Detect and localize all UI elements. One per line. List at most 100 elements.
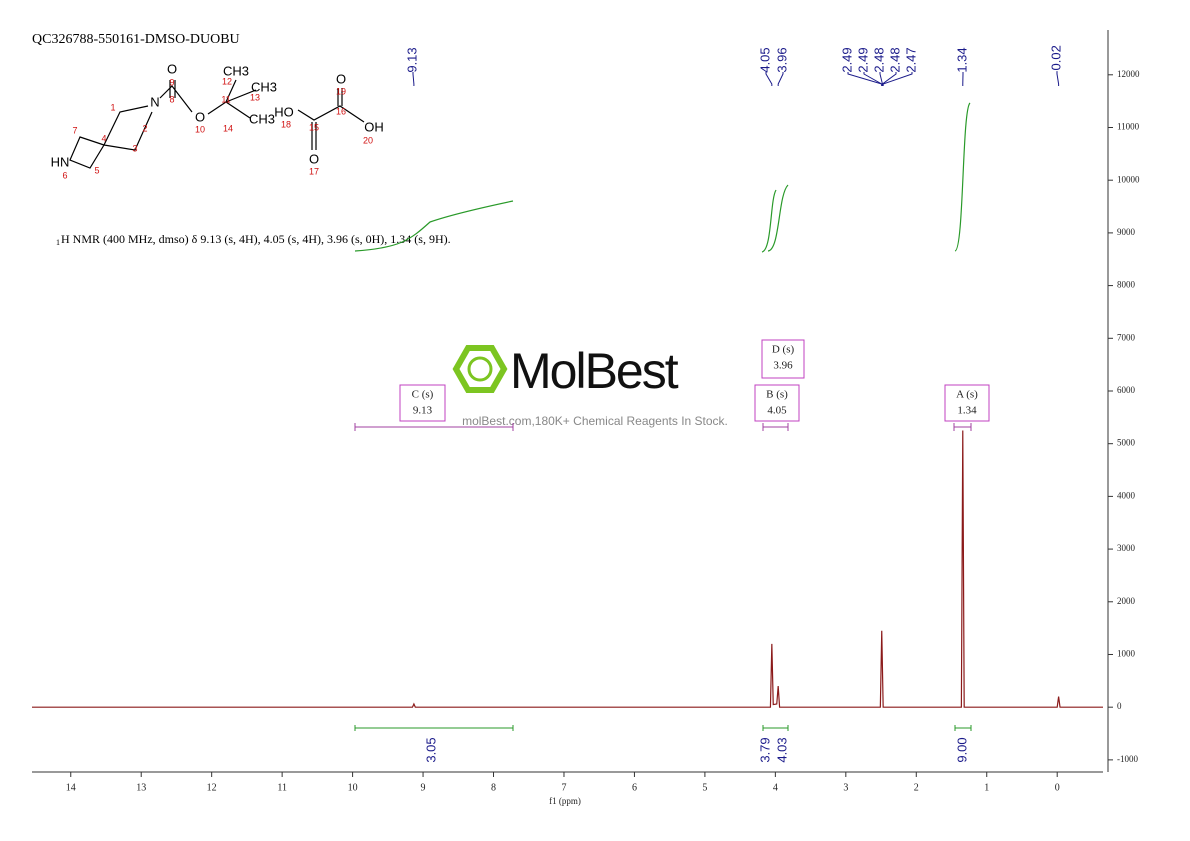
multiplet-box xyxy=(754,384,800,422)
y-tick-label: 12000 xyxy=(1117,69,1140,79)
peak-label: 2.49 xyxy=(839,47,854,72)
atom-label: CH3 xyxy=(249,111,275,126)
multiplet-name: C (s) xyxy=(412,389,434,401)
multiplet-name: A (s) xyxy=(956,389,978,401)
peak-connector xyxy=(863,72,883,86)
locant: 10 xyxy=(195,124,205,134)
peak-label: 3.96 xyxy=(774,47,789,72)
y-tick-label: 2000 xyxy=(1117,596,1136,606)
integral-curve xyxy=(761,184,789,253)
x-tick-label: 13 xyxy=(136,782,146,793)
structure-bonds xyxy=(69,79,365,169)
multiplet-box xyxy=(399,384,446,422)
peak-label: -0.02 xyxy=(1048,45,1063,75)
peak-label: 4.05 xyxy=(757,47,772,72)
x-tick-label: 11 xyxy=(277,782,287,793)
x-tick-label: 1 xyxy=(984,782,989,793)
multiplet-shift: 3.96 xyxy=(773,360,793,372)
annotation-sup: 1 xyxy=(56,238,60,247)
atom-label: HO xyxy=(274,104,294,119)
watermark-brand: MolBest xyxy=(510,343,679,399)
atom-label: N xyxy=(150,94,159,109)
locant: 7 xyxy=(72,125,77,135)
multiplet-name: B (s) xyxy=(766,389,788,401)
y-tick-label: 10000 xyxy=(1117,174,1140,184)
locant: 17 xyxy=(309,166,319,176)
x-tick-label: 0 xyxy=(1055,782,1060,793)
locant: 20 xyxy=(363,135,373,145)
y-tick-label: 7000 xyxy=(1117,332,1136,342)
integral-label: 4.03 xyxy=(774,737,789,762)
peak-label: 1.34 xyxy=(954,47,969,72)
x-tick-label: 2 xyxy=(914,782,919,793)
peak-label: 9.13 xyxy=(404,47,419,72)
atom-label: CH3 xyxy=(251,79,277,94)
y-tick-label: 8000 xyxy=(1117,280,1136,290)
peak-connector xyxy=(882,72,913,86)
locant: 8 xyxy=(169,94,174,104)
peak-label: 2.48 xyxy=(871,47,886,72)
chart-title: QC326788-550161-DMSO-DUOBU xyxy=(32,32,240,47)
locant: 3 xyxy=(132,143,137,153)
multiplet-name: D (s) xyxy=(772,344,795,356)
integral-curve xyxy=(354,200,514,252)
locant: 4 xyxy=(101,133,106,143)
locant: 6 xyxy=(62,170,67,180)
peak-label: 2.48 xyxy=(887,47,902,72)
atom-label: OH xyxy=(364,119,384,134)
multiplet-range xyxy=(354,423,514,431)
locant: 2 xyxy=(142,123,147,133)
integral-curve xyxy=(954,102,971,252)
y-tick-label: 4000 xyxy=(1117,490,1136,500)
x-tick-label: 7 xyxy=(561,782,566,793)
spectrum-line xyxy=(32,430,1103,708)
y-tick-label: -1000 xyxy=(1117,754,1138,764)
multiplet-box xyxy=(761,339,805,379)
integral-range xyxy=(354,725,514,731)
y-tick-label: 0 xyxy=(1117,701,1122,711)
x-tick-label: 8 xyxy=(491,782,496,793)
atom-label: O xyxy=(167,61,177,76)
multiplet-box xyxy=(944,384,990,422)
watermark-tagline: molBest.com,180K+ Chemical Reagents In S… xyxy=(462,414,728,428)
multiplet-shift: 1.34 xyxy=(957,405,977,417)
atom-label: CH3 xyxy=(223,63,249,78)
locant: 13 xyxy=(250,92,260,102)
locant: 18 xyxy=(281,119,291,129)
locant: 11 xyxy=(221,94,230,104)
x-tick-label: 9 xyxy=(421,782,426,793)
multiplet-range xyxy=(762,423,789,431)
multiplet-shift: 4.05 xyxy=(767,405,787,417)
atom-label: O xyxy=(195,109,205,124)
peak-connector xyxy=(412,72,415,86)
locant: 1 xyxy=(110,102,115,112)
locant: 5 xyxy=(94,165,99,175)
locant: 15 xyxy=(309,122,319,132)
atom-label: HN xyxy=(51,154,70,169)
watermark xyxy=(452,345,508,393)
integral-label: 3.79 xyxy=(757,737,772,762)
locant: 19 xyxy=(336,86,346,96)
x-tick-label: 12 xyxy=(207,782,217,793)
locant: 9 xyxy=(169,77,174,87)
y-tick-label: 1000 xyxy=(1117,649,1136,659)
x-tick-label: 3 xyxy=(843,782,848,793)
y-tick-label: 9000 xyxy=(1117,227,1136,237)
peak-connector xyxy=(881,72,897,86)
locant: 14 xyxy=(223,123,233,133)
x-tick-label: 14 xyxy=(66,782,76,793)
integral-label: 9.00 xyxy=(954,737,969,762)
locant: 16 xyxy=(336,106,346,116)
x-tick-label: 6 xyxy=(632,782,637,793)
annotation: H NMR (400 MHz, dmso) δ 9.13 (s, 4H), 4.… xyxy=(61,232,451,246)
y-tick-label: 5000 xyxy=(1117,438,1136,448)
peak-connector xyxy=(765,72,773,86)
x-tick-label: 4 xyxy=(773,782,778,793)
integral-range xyxy=(954,725,972,731)
peak-connector xyxy=(777,72,784,86)
y-tick-label: 6000 xyxy=(1117,385,1136,395)
atom-label: O xyxy=(309,151,319,166)
integral-range xyxy=(762,725,789,731)
peak-label: 2.47 xyxy=(903,47,918,72)
